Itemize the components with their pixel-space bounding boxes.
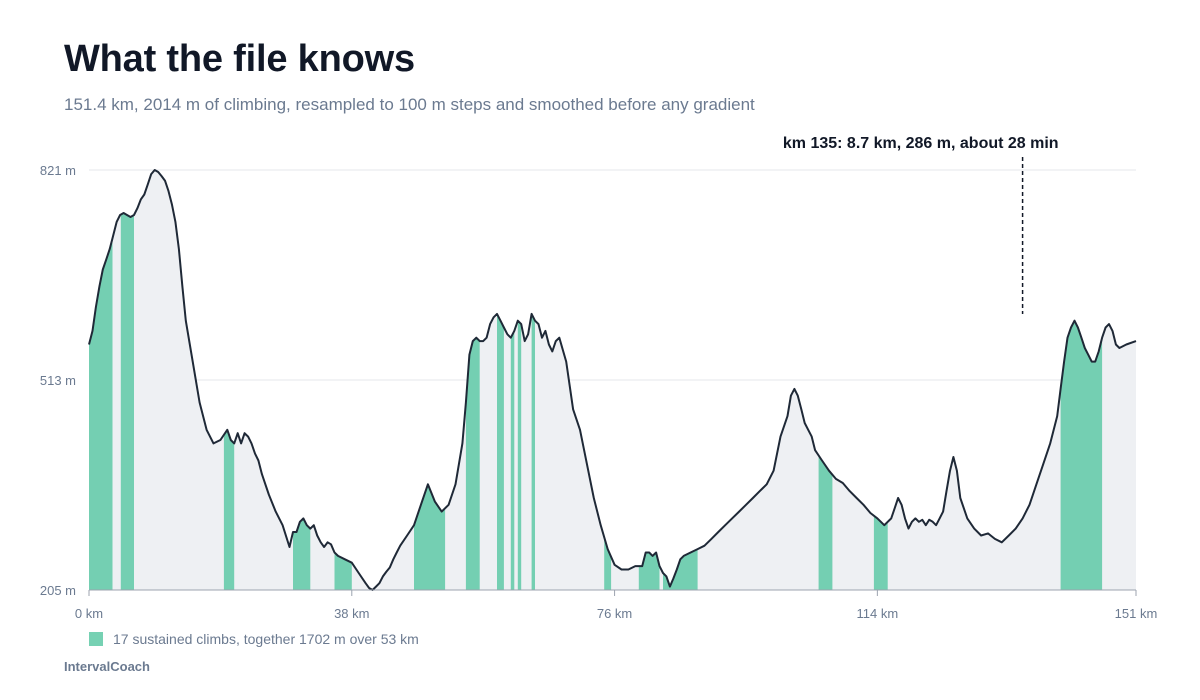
climb-band: [604, 537, 612, 590]
climb-band: [1060, 320, 1103, 590]
climb-band: [818, 455, 833, 590]
x-tick-label: 151 km: [1115, 606, 1158, 621]
climb-band: [120, 213, 134, 590]
chart-title: What the file knows: [64, 38, 415, 80]
climb-bands: [89, 213, 1103, 590]
climb-band: [89, 238, 113, 590]
profile-area: [89, 170, 1136, 590]
climb-band: [497, 313, 504, 590]
climb-band: [293, 518, 311, 590]
annotation-label: km 135: 8.7 km, 286 m, about 28 min: [783, 135, 1059, 152]
climb-band: [510, 330, 515, 590]
climb-band: [465, 337, 480, 590]
climb-band: [517, 320, 522, 590]
profile-line: [88, 169, 1137, 591]
x-tick-label: 0 km: [75, 606, 103, 621]
y-tick-label: 821 m: [40, 163, 76, 178]
x-tick-label: 76 km: [597, 606, 632, 621]
x-tick-label: 114 km: [857, 606, 899, 621]
climb-band: [873, 515, 888, 590]
climb-band: [663, 549, 698, 590]
axis-ticks: 0 km 38 km 76 km 114 km 151 km 205 m 513 m 821 …: [40, 163, 1157, 621]
climb-band: [531, 313, 535, 590]
y-tick-label: 513 m: [40, 373, 76, 388]
climb-band: [334, 552, 352, 590]
climb-band: [223, 429, 235, 590]
legend-label: 17 sustained climbs, together 1702 m ove…: [113, 631, 419, 647]
grid-layer: [89, 169, 1136, 381]
brand-label: IntervalCoach: [64, 659, 150, 674]
annotation: km 135: 8.7 km, 286 m, about 28 min: [783, 135, 1059, 314]
climb-band: [638, 552, 660, 590]
legend-swatch: [89, 632, 103, 646]
climb-band: [414, 484, 446, 590]
y-tick-label: 205 m: [40, 583, 76, 598]
x-tick-label: 38 km: [334, 606, 369, 621]
chart-subtitle: 151.4 km, 2014 m of climbing, resampled …: [64, 95, 755, 114]
legend: 17 sustained climbs, together 1702 m ove…: [89, 631, 419, 647]
